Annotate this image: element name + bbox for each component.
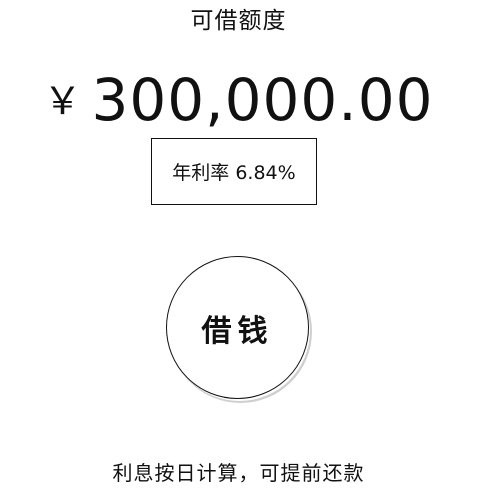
annual-rate-box: 年利率 6.84% <box>151 138 317 205</box>
annual-rate-label: 年利率 6.84% <box>172 162 296 184</box>
currency-symbol: ￥ <box>43 79 82 123</box>
credit-amount-row: ￥ 300,000.00 <box>0 66 477 134</box>
credit-amount: 300,000.00 <box>91 66 434 134</box>
borrow-button[interactable]: 借钱 <box>166 256 309 399</box>
borrow-button-label: 借钱 <box>201 313 274 349</box>
page-title: 可借额度 <box>190 8 287 34</box>
interest-note: 利息按日计算，可提前还款 <box>112 461 365 485</box>
